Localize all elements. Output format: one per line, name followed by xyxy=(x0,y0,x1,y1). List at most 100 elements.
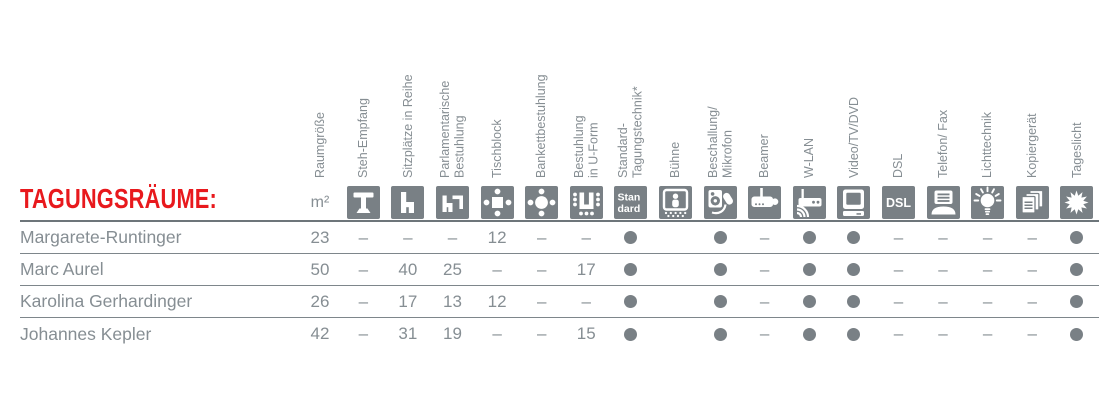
value-cell: 15 xyxy=(576,324,596,343)
value-cell: – xyxy=(938,291,948,311)
value-cell: – xyxy=(447,227,458,247)
availability-dot xyxy=(713,327,727,341)
feature-cell xyxy=(609,263,654,276)
value-cell: – xyxy=(581,227,591,247)
table-row: Johannes Kepler 42 – 31 19 – – 15 – – – – – xyxy=(20,318,1099,350)
projector-icon xyxy=(748,186,782,219)
value-cell: – xyxy=(1027,324,1037,343)
room-name: Karolina Gerhardinger xyxy=(20,291,193,311)
title-cell: TAGUNGSRÄUME: xyxy=(20,0,299,222)
value-cell: – xyxy=(358,259,369,279)
value-cell: 26 xyxy=(310,291,330,311)
column-label: Kopiergerät xyxy=(1024,113,1039,178)
availability-dot xyxy=(1070,231,1084,244)
value-cell: – xyxy=(893,227,904,247)
column-label: Raumgröße xyxy=(312,112,327,178)
feature-cell xyxy=(787,231,832,244)
page-title: TAGUNGSRÄUME: xyxy=(20,183,217,214)
svg-text:dard: dard xyxy=(618,203,641,215)
value-cell: – xyxy=(938,259,948,279)
availability-dot xyxy=(847,327,861,341)
feature-cell xyxy=(698,231,743,244)
room-name: Johannes Kepler xyxy=(20,323,152,344)
availability-dot xyxy=(713,295,727,308)
stage-icon xyxy=(658,186,692,219)
speaker-microphone-icon xyxy=(703,186,737,219)
column-header: Bestuhlung in U-Form xyxy=(564,0,609,222)
feature-cell xyxy=(698,263,743,276)
column-header: Sitzplätze in Reihe xyxy=(386,0,431,222)
value-cell: – xyxy=(536,259,547,279)
standard-icon: Stan dard xyxy=(614,186,648,219)
availability-dot xyxy=(802,263,816,276)
telephone-fax-icon xyxy=(926,186,960,219)
column-label: Sitzplätze in Reihe xyxy=(400,74,415,178)
column-label: Video/TV/DVD xyxy=(846,96,861,178)
value-cell: – xyxy=(893,291,904,311)
feature-cell xyxy=(1055,295,1100,308)
value-cell: 12 xyxy=(487,291,507,311)
value-cell: – xyxy=(1027,291,1037,311)
feature-cell xyxy=(832,327,877,341)
column-header: Standard- Tagungstechnik* Stan dard xyxy=(609,0,654,222)
feature-cell xyxy=(832,295,877,308)
value-cell: – xyxy=(1027,259,1037,279)
value-cell: – xyxy=(893,259,904,279)
feature-cell xyxy=(1055,327,1100,341)
availability-dot xyxy=(802,295,816,308)
feature-cell xyxy=(787,327,832,341)
value-cell: 17 xyxy=(576,259,596,279)
value-cell: – xyxy=(759,227,770,247)
value-cell: – xyxy=(492,324,502,343)
value-cell: – xyxy=(358,227,369,247)
column-header: Bühne xyxy=(653,0,698,222)
value-cell: – xyxy=(403,227,413,247)
value-cell: – xyxy=(358,324,369,343)
row-seating-icon xyxy=(391,186,425,219)
column-header: Beschallung/ Mikrofon xyxy=(698,0,743,222)
column-label: Beschallung/ Mikrofon xyxy=(705,106,735,178)
value-cell: – xyxy=(893,324,904,343)
room-name: Margarete-Runtinger xyxy=(20,227,182,247)
table-row: Karolina Gerhardinger 26 – 17 13 12 – – – – – – – xyxy=(20,286,1100,318)
column-label: Beamer xyxy=(757,134,772,178)
parliament-seating-icon xyxy=(435,186,469,219)
value-cell: – xyxy=(759,259,770,279)
column-label: W-LAN xyxy=(801,137,816,178)
dsl-icon: DSL xyxy=(881,186,915,219)
column-header: Tageslicht xyxy=(1055,0,1100,222)
wlan-icon xyxy=(792,186,826,219)
value-cell: 40 xyxy=(398,259,418,279)
column-header: Steh-Empfang xyxy=(341,0,386,222)
feature-cell xyxy=(609,231,654,244)
value-cell: – xyxy=(938,324,948,343)
column-label: Bankettbestuhlung xyxy=(534,74,549,178)
value-cell: – xyxy=(492,259,502,279)
value-cell: 42 xyxy=(310,324,330,343)
value-cell: 17 xyxy=(398,291,418,311)
feature-cell xyxy=(832,231,877,244)
svg-text:DSL: DSL xyxy=(886,196,911,210)
column-label: Bühne xyxy=(668,141,683,178)
column-header: Lichttechnik xyxy=(965,0,1010,222)
availability-dot xyxy=(624,327,638,341)
feature-cell xyxy=(698,295,743,308)
availability-dot xyxy=(847,295,861,308)
value-cell: – xyxy=(759,291,770,311)
feature-cell xyxy=(609,295,654,308)
availability-dot xyxy=(713,231,727,244)
availability-dot xyxy=(1070,327,1084,341)
square-meter-unit: m² xyxy=(310,194,330,211)
column-label: Standard- Tagungstechnik* xyxy=(616,86,645,178)
column-label: Tageslicht xyxy=(1069,122,1084,178)
column-header: Bankettbestuhlung xyxy=(519,0,564,222)
value-cell: – xyxy=(358,291,369,311)
table-row: Margarete-Runtinger 23 – – – 12 – – – – – – – xyxy=(20,222,1100,254)
feature-cell xyxy=(832,263,877,276)
availability-dot xyxy=(624,263,638,276)
copier-icon xyxy=(1015,186,1049,219)
availability-dot xyxy=(1070,295,1084,308)
value-cell: 31 xyxy=(398,324,418,343)
u-shape-seating-icon xyxy=(569,186,603,219)
